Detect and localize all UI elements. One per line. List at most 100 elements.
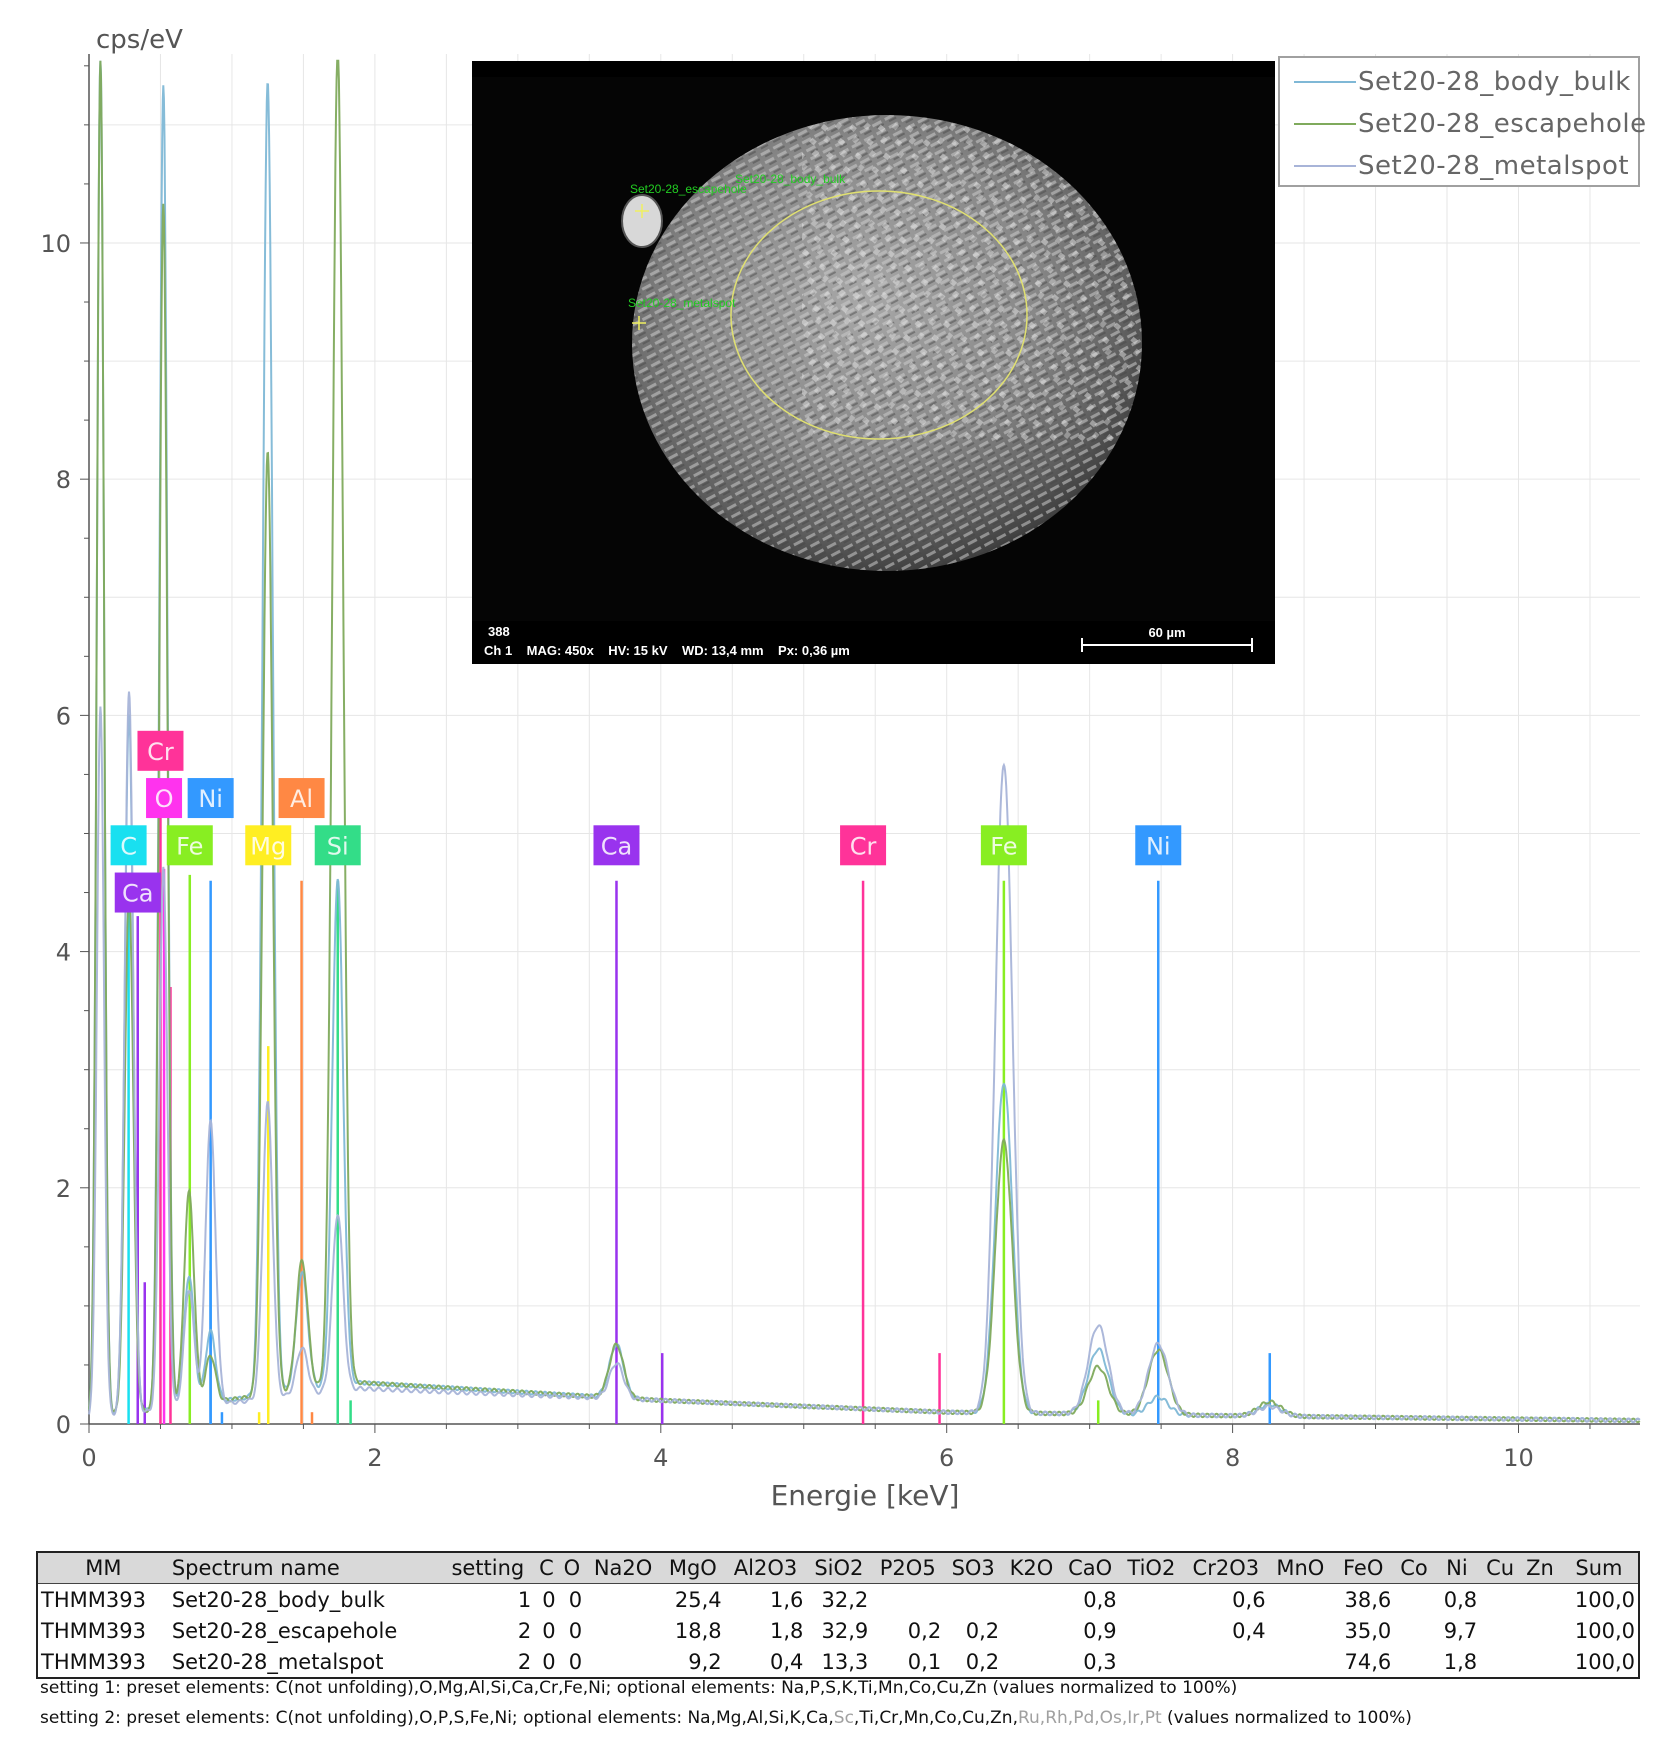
table-cell — [1480, 1615, 1520, 1646]
x-tick-label: 0 — [81, 1444, 96, 1472]
element-label-box — [166, 825, 213, 866]
y-tick-label: 10 — [40, 230, 71, 258]
column-header: Spectrum name — [168, 1551, 442, 1584]
element-label-box — [980, 825, 1027, 866]
column-header: CaO — [1060, 1551, 1120, 1584]
element-label-box — [187, 778, 234, 819]
table-cell — [1269, 1584, 1333, 1616]
table-body: THMM393 Set20-28_body_bulk 1 0 0 25,4 1,6 32,2 0… — [36, 1583, 1641, 1679]
table-cell: 1 — [517, 1587, 532, 1612]
element-label-text: Si — [327, 832, 349, 860]
element-label-box — [146, 778, 183, 819]
table-cell: 0 — [534, 1646, 559, 1679]
legend-swatch — [1294, 165, 1356, 167]
table-cell: 0,6 — [1232, 1587, 1266, 1612]
element-label-text: Ni — [1146, 832, 1171, 860]
element-label-text: Ca — [122, 880, 153, 908]
element-label-text: Al — [290, 785, 313, 813]
x-tick-label: 10 — [1503, 1444, 1534, 1472]
table-cell: Set20-28_body_bulk — [171, 1587, 385, 1612]
table-cell — [1002, 1615, 1061, 1646]
y-axis-unit-label: cps/eV — [96, 25, 183, 55]
composition-table: MM Spectrum name setting C O Na2O MgO Al2O3 SiO2… — [36, 1551, 1641, 1679]
table-cell: THMM393 — [36, 1583, 169, 1615]
element-label-text: C — [120, 832, 137, 860]
table-cell — [1520, 1615, 1560, 1646]
table-cell: 2 — [441, 1646, 535, 1679]
column-header: SiO2 — [806, 1551, 872, 1584]
table-cell: 100,0 — [1559, 1583, 1641, 1615]
table-cell: 0,8 — [1083, 1587, 1117, 1612]
table-cell: 100,0 — [1559, 1646, 1641, 1679]
column-header: TiO2 — [1119, 1551, 1184, 1584]
element-marker-lines — [127, 786, 1272, 1424]
crosshair-escapehole — [635, 204, 649, 218]
table-cell: 0,2 — [944, 1646, 1003, 1679]
spectrum-line-3 — [88, 691, 1641, 1424]
table-cell: 1,8 — [1433, 1646, 1481, 1679]
legend-item: Set20-28_body_bulk — [1280, 62, 1631, 102]
column-header: FeO — [1332, 1551, 1395, 1584]
setting2-note-text: setting 2: preset elements: C(not unfold… — [40, 1708, 834, 1728]
column-header: Cr2O3 — [1183, 1551, 1269, 1584]
legend-swatch — [1294, 123, 1356, 125]
sem-info-line: Ch 1 MAG: 450x HV: 15 kV WD: 13,4 mm Px:… — [484, 643, 850, 658]
table-cell — [1002, 1646, 1061, 1679]
element-label-text: Fe — [176, 832, 203, 860]
table-cell: 0 — [558, 1646, 586, 1679]
element-label-ni: Ni — [187, 778, 234, 819]
table-cell: 9,7 — [1443, 1618, 1478, 1643]
sem-label-metalspot: Set20-28_metalspot — [628, 296, 736, 310]
table-cell: 0 — [542, 1587, 556, 1612]
element-label-cr: Cr — [840, 825, 887, 866]
element-label-fe: Fe — [166, 825, 213, 866]
table-cell — [1268, 1646, 1333, 1679]
legend-item: Set20-28_metalspot — [1280, 146, 1629, 186]
table-cell — [1394, 1646, 1434, 1679]
element-label-si: Si — [314, 825, 361, 866]
table-cell: 0 — [568, 1618, 583, 1643]
table-cell — [1480, 1584, 1520, 1616]
legend-label: Set20-28_body_bulk — [1358, 67, 1631, 97]
column-header: Al2O3 — [724, 1551, 807, 1584]
column-header: C — [534, 1551, 559, 1584]
sem-frame-number: 388 — [488, 624, 510, 639]
table-cell — [585, 1646, 662, 1679]
element-label-ca: Ca — [593, 825, 640, 866]
element-label-box — [245, 825, 292, 866]
y-tick-label: 2 — [56, 1175, 71, 1203]
table-cell — [585, 1615, 661, 1646]
table-header-row: MM Spectrum name setting C O Na2O MgO Al2O3 SiO2… — [36, 1551, 1641, 1584]
table-row: THMM393 Set20-28_body_bulk 1 0 0 25,4 1,6 32,2 0… — [36, 1583, 1641, 1616]
table-cell: 0,4 — [724, 1646, 807, 1679]
column-header: Co — [1394, 1551, 1434, 1584]
sem-image-inset: Set20-28_body_bulk Set20-28_escapehole S… — [472, 61, 1275, 664]
element-label-al: Al — [278, 778, 325, 819]
column-header: K2O — [1002, 1551, 1061, 1584]
table-cell: 25,4 — [674, 1587, 722, 1612]
sem-scale-label: 60 µm — [1148, 625, 1185, 640]
element-label-o: O — [146, 778, 183, 819]
element-label-text: Cr — [850, 832, 877, 860]
setting1-note: setting 1: preset elements: C(not unfold… — [40, 1678, 1238, 1698]
table-cell: 35,0 — [1344, 1618, 1392, 1643]
column-header: O — [558, 1551, 586, 1584]
table-cell: 38,6 — [1344, 1587, 1392, 1612]
sem-label-escapehole: Set20-28_escapehole — [630, 182, 747, 196]
crosshair-metalspot — [632, 316, 646, 330]
x-tick-label: 2 — [367, 1444, 382, 1472]
table-cell: 1,6 — [770, 1587, 804, 1612]
element-label-box — [114, 872, 161, 913]
table-cell: 0,2 — [907, 1618, 942, 1643]
table-cell — [1394, 1615, 1433, 1646]
table-cell — [1119, 1646, 1184, 1679]
setting2-note: setting 2: preset elements: C(not unfold… — [40, 1708, 1412, 1728]
legend-item: Set20-28_escapehole — [1280, 104, 1647, 144]
y-tick-label: 4 — [56, 939, 71, 967]
column-header: Cu — [1480, 1551, 1521, 1584]
chart-axes: 0 2 4 6 8 10 0 2 4 6 8 10 — [40, 54, 1640, 1472]
legend-label: Set20-28_escapehole — [1358, 109, 1647, 139]
table-cell — [1520, 1584, 1560, 1616]
